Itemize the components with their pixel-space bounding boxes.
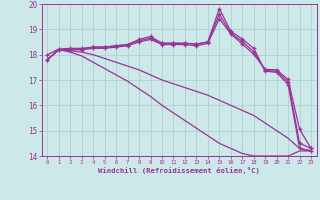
X-axis label: Windchill (Refroidissement éolien,°C): Windchill (Refroidissement éolien,°C) <box>98 167 260 174</box>
